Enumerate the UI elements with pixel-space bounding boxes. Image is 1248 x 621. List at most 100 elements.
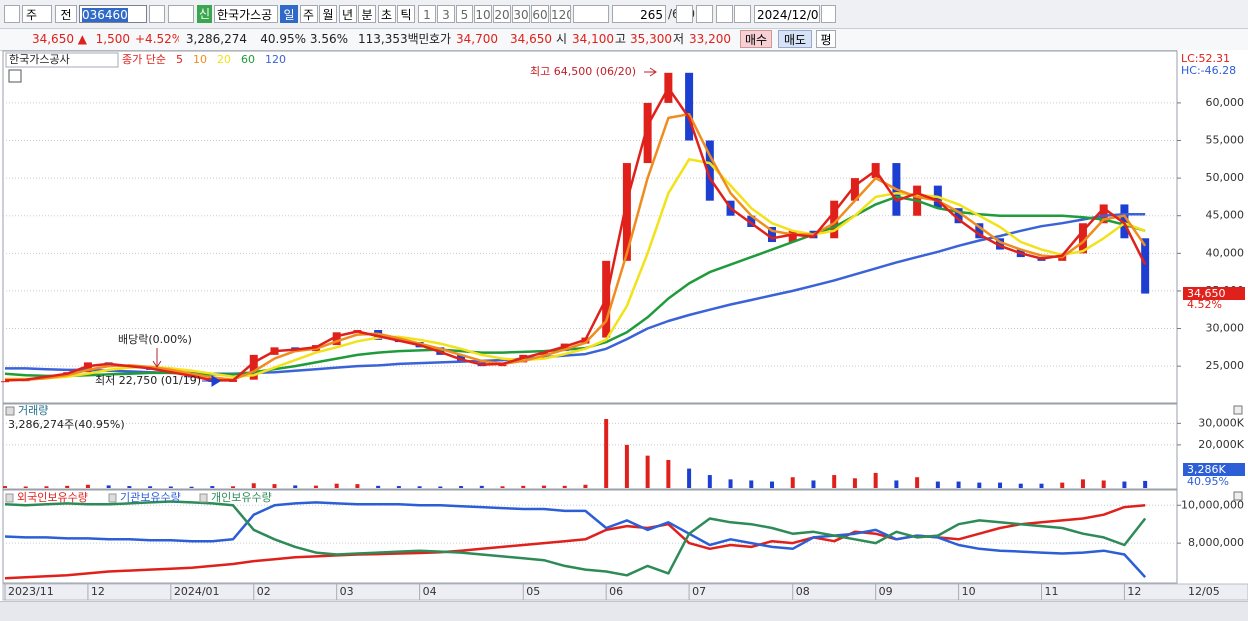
- volume-bar: [479, 485, 484, 488]
- interval-button[interactable]: 30: [512, 5, 530, 23]
- close-icon: [1233, 491, 1243, 501]
- interval-button[interactable]: 3: [437, 5, 455, 23]
- volume-bar: [956, 481, 961, 488]
- y-tick-label: 55,000: [1206, 134, 1245, 147]
- rate-tag-label: 40.95%: [1187, 475, 1229, 488]
- candle: [830, 200, 839, 239]
- interval-button[interactable]: 1: [418, 5, 436, 23]
- annotation: 최저 22,750 (01/19): [95, 374, 201, 387]
- y-tick-label: 60,000: [1206, 96, 1245, 109]
- quote-bid: 34,650: [510, 32, 552, 46]
- tool-button[interactable]: [696, 5, 713, 23]
- volume-bar: [894, 480, 899, 488]
- search-button[interactable]: [149, 5, 165, 23]
- calendar-button[interactable]: [821, 5, 836, 23]
- volume-bar: [355, 484, 360, 488]
- interval-button[interactable]: 10: [474, 5, 492, 23]
- candle: [1120, 204, 1129, 239]
- calc-icon: [8, 69, 22, 83]
- y-tick-label: 8,000,000: [1188, 536, 1244, 549]
- axis-column: [1177, 50, 1248, 600]
- interval-select[interactable]: [573, 5, 609, 23]
- volume-bar: [832, 475, 837, 488]
- moving-average: [4, 86, 1147, 382]
- period-button[interactable]: 월: [319, 5, 337, 23]
- volume-bar: [500, 486, 505, 488]
- volume-bar: [1060, 482, 1065, 488]
- volume-bar: [977, 482, 982, 488]
- volume-bar: [85, 484, 90, 488]
- x-tick-label: 02: [257, 585, 271, 598]
- x-tick-label: 12: [91, 585, 105, 598]
- date-input[interactable]: 2024/12/05: [754, 5, 820, 23]
- period-select[interactable]: 주: [22, 5, 52, 23]
- volume-bar: [251, 483, 256, 488]
- compare-select[interactable]: 전: [55, 5, 77, 23]
- interval-button[interactable]: 20: [493, 5, 511, 23]
- period-button[interactable]: 주: [299, 5, 318, 23]
- x-tick-label: 12: [1127, 585, 1141, 598]
- tool-button[interactable]: [716, 5, 733, 23]
- volume-bar: [770, 481, 775, 488]
- volume-bar: [1018, 483, 1023, 488]
- volume-bar: [687, 468, 692, 488]
- quote-high: 35,300: [630, 32, 672, 46]
- volume-bar: [562, 485, 567, 488]
- interval-button[interactable]: 5: [456, 5, 473, 23]
- volume-bar: [624, 444, 629, 488]
- volume-bar: [44, 486, 49, 488]
- y-tick-label: 25,000: [1206, 359, 1245, 372]
- volume-bar: [23, 486, 28, 488]
- candle: [249, 354, 258, 380]
- quote-ask: 34,700: [456, 32, 498, 46]
- candle: [1099, 204, 1108, 224]
- volume-bar: [852, 478, 857, 488]
- legend-swatch: [108, 493, 117, 503]
- code-input[interactable]: 036460: [79, 5, 147, 23]
- volume-bar: [935, 481, 940, 488]
- x-tick-label: 2023/11: [8, 585, 54, 598]
- candle: [996, 238, 1005, 250]
- annotation-arrow: [152, 348, 162, 368]
- interval-button[interactable]: 120: [550, 5, 571, 23]
- panel-frame: [2, 50, 1178, 404]
- interval-button[interactable]: 60: [531, 5, 549, 23]
- volume-bar: [210, 486, 215, 488]
- x-end-label: 12/05: [1188, 585, 1220, 598]
- x-tick-label: 06: [609, 585, 623, 598]
- period-button[interactable]: 일: [280, 5, 298, 23]
- volume-bar: [293, 485, 298, 488]
- count-input[interactable]: 265: [612, 5, 666, 23]
- candle: [643, 102, 652, 164]
- bid-ask-label: 호가: [429, 32, 452, 46]
- panel-subtitle: 3,286,274주(40.95%): [8, 418, 125, 431]
- volume-bar: [915, 477, 920, 488]
- sell-button[interactable]: 매도: [778, 30, 812, 48]
- volume-bar: [148, 486, 153, 488]
- eval-button[interactable]: 평: [816, 30, 836, 48]
- x-tick-label: 11: [1045, 585, 1059, 598]
- period-button[interactable]: 분: [358, 5, 376, 23]
- tool-button[interactable]: [676, 5, 693, 23]
- scrollbar[interactable]: [0, 601, 1248, 621]
- candle: [747, 215, 756, 227]
- panel-frame: [2, 489, 1178, 584]
- volume-bar: [168, 486, 173, 488]
- legend-title: 종가 단순: [122, 53, 166, 66]
- buy-button[interactable]: 매수: [740, 30, 772, 48]
- period-button[interactable]: 틱: [397, 5, 415, 23]
- hc-label: HC:-46.28: [1181, 64, 1236, 77]
- volume-bar: [272, 484, 277, 488]
- candle: [705, 140, 714, 201]
- volume-bar: [1101, 480, 1106, 488]
- sound-button[interactable]: [168, 5, 194, 23]
- legend-swatch: [5, 493, 14, 503]
- x-tick-label: 08: [796, 585, 810, 598]
- volume-bar: [521, 485, 526, 488]
- tool-button[interactable]: [734, 5, 751, 23]
- volume-bar: [1122, 481, 1127, 488]
- legend-entry: 60: [241, 53, 255, 66]
- period-button[interactable]: 초: [377, 5, 396, 23]
- period-button[interactable]: 년: [338, 5, 357, 23]
